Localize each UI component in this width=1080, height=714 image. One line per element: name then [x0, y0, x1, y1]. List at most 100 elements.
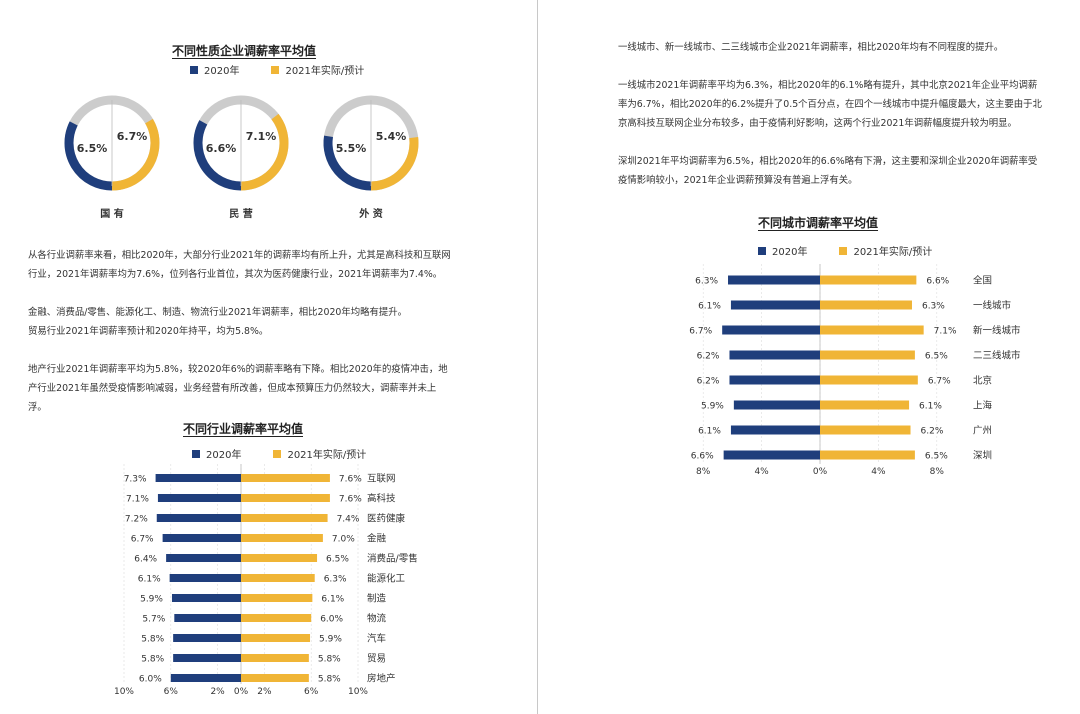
bar-2021: [241, 614, 312, 622]
data-label-2020: 6.2%: [697, 377, 720, 387]
data-label-2021: 5.8%: [318, 655, 341, 665]
axis-tick-label: 8%: [696, 467, 711, 477]
donut-value-2020: 6.6%: [206, 142, 237, 155]
category-label: 物流: [367, 613, 387, 625]
right-page: 一线城市、新一线城市、二三线城市企业2021年调薪率，相比2020年均有不同程度…: [538, 0, 1080, 714]
donut-value-2021: 5.4%: [376, 130, 407, 143]
axis-tick-label: 4%: [871, 467, 886, 477]
legend-swatch-2020: [758, 246, 766, 255]
text-line: 疫情影响较小，2021年企业调薪预算没有普遍上浮有关。: [618, 175, 858, 186]
legend-item-2020: 2020年: [192, 446, 241, 461]
bar-2021: [241, 474, 330, 482]
donut-charts: 6.5% 6.7% 国 有 6.6% 7.1% 民 营 5.5% 5.4% 外 资: [64, 95, 419, 220]
donut-arc-2020: [64, 121, 113, 191]
data-label-2020: 6.6%: [691, 452, 714, 462]
industry-bar-chart: 7.3% 7.6% 互联网 7.1% 7.6% 高科技 7.2% 7.4% 医药健康 6.7% 7.…: [114, 464, 418, 697]
data-label-2021: 6.5%: [925, 352, 948, 362]
donut-value-2021: 7.1%: [246, 130, 277, 143]
category-label: 广州: [973, 425, 992, 437]
axis-tick-label: 8%: [930, 467, 945, 477]
donut-chart-legend: 2020年 2021年实际/预计: [190, 62, 396, 77]
data-label-2021: 7.0%: [332, 535, 355, 545]
data-label-2020: 6.0%: [139, 675, 162, 685]
data-label-2021: 7.6%: [339, 495, 362, 505]
bar-2020: [171, 594, 241, 602]
data-label-2021: 6.6%: [926, 277, 949, 287]
legend-item-2021: 2021年实际/预计: [273, 446, 366, 461]
category-label: 北京: [973, 375, 992, 387]
text-line: 金融、消费品/零售、能源化工、制造、物流行业2021年调薪率，相比2020年均略…: [28, 307, 408, 318]
category-label: 二三线城市: [973, 350, 1021, 362]
legend-item-2020: 2020年: [190, 62, 239, 77]
bar-2020: [170, 674, 241, 682]
data-label-2020: 6.7%: [131, 535, 154, 545]
axis-tick-label: 0%: [813, 467, 828, 477]
legend-label-2020: 2020年: [772, 247, 808, 258]
data-label-2021: 7.6%: [339, 475, 362, 485]
data-label-2020: 5.8%: [141, 655, 164, 665]
category-label: 房地产: [367, 673, 396, 685]
axis-tick-label: 6%: [304, 687, 319, 697]
bar-2020: [173, 634, 241, 642]
paragraph-gap: [28, 341, 508, 360]
donut-value-2020: 5.5%: [336, 142, 367, 155]
industry-chart-legend: 2020年 2021年实际/预计: [192, 446, 398, 461]
category-label: 全国: [973, 275, 992, 287]
data-label-2020: 6.3%: [695, 277, 718, 287]
bar-2021: [820, 275, 917, 285]
bar-2021: [241, 554, 318, 562]
bar-2020: [730, 300, 820, 310]
bar-2020: [157, 494, 241, 502]
text-line: 一线城市、新一线城市、二三线城市企业2021年调薪率，相比2020年均有不同程度…: [618, 42, 1004, 53]
axis-tick-label: 2%: [210, 687, 225, 697]
legend-item-2021: 2021年实际/预计: [839, 243, 932, 258]
axis-tick-label: 0%: [234, 687, 249, 697]
data-label-2021: 6.3%: [324, 575, 347, 585]
bar-2020: [169, 574, 241, 582]
paragraph-gap: [618, 133, 1078, 152]
data-label-2021: 7.4%: [337, 515, 360, 525]
data-label-2021: 5.8%: [318, 675, 341, 685]
data-label-2020: 5.8%: [141, 635, 164, 645]
text-line: 一线城市2021年调薪率平均为6.3%，相比2020年的6.1%略有提升，其中北…: [618, 80, 1038, 91]
data-label-2021: 6.0%: [320, 615, 343, 625]
axis-tick-label: 10%: [114, 687, 134, 697]
legend-label-2020: 2020年: [204, 66, 240, 77]
category-label: 贸易: [367, 653, 386, 665]
donut-2: 5.5% 5.4% 外 资: [323, 95, 419, 220]
bar-2021: [241, 534, 323, 542]
donut-arc-2021: [240, 113, 289, 191]
right-body-text: 一线城市、新一线城市、二三线城市企业2021年调薪率，相比2020年均有不同程度…: [618, 38, 1078, 190]
category-label: 高科技: [367, 493, 396, 505]
donut-category-label: 国 有: [100, 207, 123, 220]
bar-2021: [241, 594, 313, 602]
category-label: 医药健康: [367, 513, 406, 525]
legend-swatch-2020: [192, 449, 200, 458]
donut-arc-2020: [323, 135, 372, 191]
bar-2021: [820, 450, 915, 460]
bar-2020: [173, 654, 241, 662]
bar-2021: [241, 654, 309, 662]
data-label-2020: 6.2%: [697, 352, 720, 362]
text-line: 深圳2021年平均调薪率为6.5%，相比2020年的6.6%略有下滑，这主要和深…: [618, 156, 1038, 167]
city-bar-chart: 6.3% 6.6% 全国 6.1% 6.3% 一线城市 6.7% 7.1% 新一线城市 6.2% 6…: [689, 264, 1021, 477]
data-label-2021: 6.5%: [925, 452, 948, 462]
data-label-2020: 6.7%: [689, 327, 712, 337]
legend-item-2020: 2020年: [758, 243, 807, 258]
bar-2021: [820, 300, 912, 310]
page-divider: [537, 0, 538, 714]
bar-2020: [162, 534, 241, 542]
bar-2021: [241, 494, 330, 502]
city-chart-legend: 2020年 2021年实际/预计: [758, 243, 964, 258]
left-body-text: 从各行业调薪率来看，相比2020年，大部分行业2021年的调薪率均有所上升，尤其…: [28, 246, 508, 417]
donut-value-2020: 6.5%: [77, 142, 108, 155]
donut-value-2021: 6.7%: [117, 130, 148, 143]
donut-arc-2021: [111, 118, 160, 191]
bar-2020: [733, 400, 820, 410]
data-label-2021: 6.3%: [922, 302, 945, 312]
paragraph-gap: [618, 57, 1078, 76]
text-line: 率为6.7%，相比2020年的6.2%提升了0.5个百分点，在四个一线城市中提升…: [618, 99, 1042, 110]
left-page: 不同性质企业调薪率平均值 2020年 2021年实际/预计 6.5% 6.7% 国 …: [0, 0, 537, 714]
legend-swatch-2021: [273, 449, 282, 458]
bar-2021: [820, 375, 918, 385]
